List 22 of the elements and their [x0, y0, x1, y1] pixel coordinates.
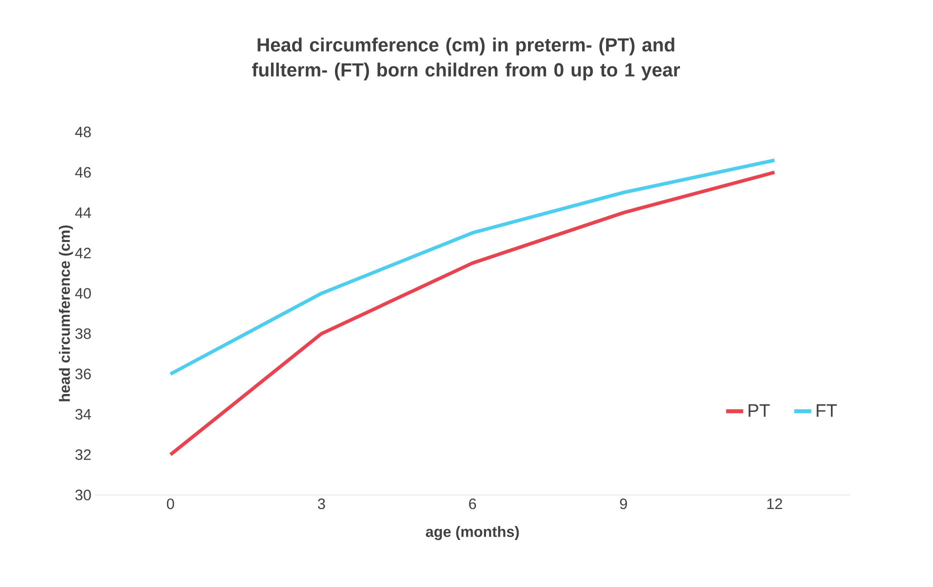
y-tick-label: 38	[75, 328, 91, 339]
y-tick-label: 44	[75, 208, 92, 218]
x-tick-label: 0	[166, 498, 174, 510]
y-tick-label: 46	[75, 167, 91, 178]
x-tick-label: 6	[469, 498, 476, 510]
y-tick-label: 42	[75, 248, 91, 258]
y-tick-label: 34	[75, 409, 92, 420]
x-tick-label: 12	[767, 498, 782, 510]
legend-label: FT	[816, 404, 837, 417]
x-tick-label: 3	[318, 498, 326, 510]
x-tick-label: 9	[620, 498, 627, 510]
line-series	[168, 170, 776, 456]
x-axis-title: age (months)	[426, 526, 519, 540]
y-axis-title: head circumference (cm)	[58, 225, 73, 402]
legend-label: PT	[748, 404, 770, 417]
y-tick-label: 32	[75, 449, 91, 460]
y-tick-label: 48	[75, 126, 91, 138]
y-tick-label: 40	[75, 288, 91, 299]
chart-title: Head circumference (cm) in preterm- (PT) and fullterm- (FT) born children from 0 up to 1 year	[252, 38, 680, 80]
y-tick-label: 36	[75, 368, 91, 380]
y-tick-label: 30	[75, 490, 91, 500]
line-series	[168, 158, 776, 376]
